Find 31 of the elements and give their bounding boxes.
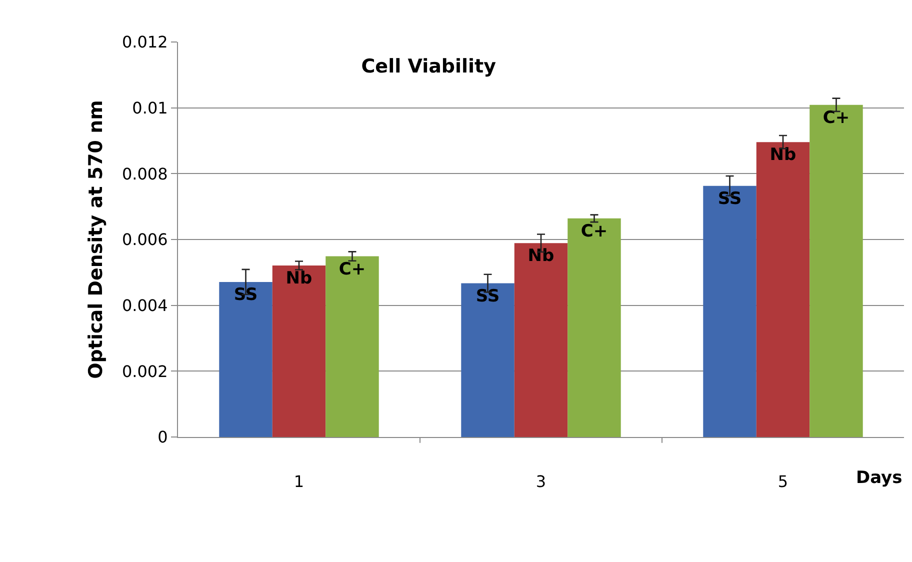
series-label: SS bbox=[234, 284, 258, 305]
text: SS bbox=[476, 286, 500, 306]
bar bbox=[461, 283, 514, 437]
y-tick-label: 0.006 bbox=[122, 230, 168, 250]
bar bbox=[219, 282, 272, 437]
y-tick-label: 0.004 bbox=[122, 296, 168, 315]
bar bbox=[703, 186, 756, 437]
series-label: Nb bbox=[286, 268, 312, 288]
text: Nb bbox=[528, 246, 554, 266]
y-tick-label: 0.012 bbox=[122, 32, 168, 52]
y-axis-title: Optical Density at 570 nm bbox=[84, 100, 107, 379]
bar bbox=[326, 256, 379, 437]
bar bbox=[272, 266, 326, 437]
y-tick-label: 0 bbox=[158, 428, 168, 447]
series-label: C+ bbox=[338, 259, 366, 280]
y-tick-label: 0.008 bbox=[122, 164, 168, 184]
bar bbox=[514, 243, 568, 437]
x-axis-title: Days bbox=[856, 468, 902, 488]
text: C+ bbox=[580, 221, 608, 242]
y-tick-label: 0.01 bbox=[132, 98, 168, 118]
text: Cell Viability bbox=[361, 55, 497, 78]
bar bbox=[810, 104, 863, 437]
x-tick-label: 5 bbox=[778, 472, 788, 492]
text: Nb bbox=[770, 145, 796, 166]
text: SS bbox=[718, 188, 742, 209]
x-tick-label: 3 bbox=[536, 472, 546, 492]
bar bbox=[756, 142, 810, 437]
text: C+ bbox=[822, 108, 850, 128]
bar bbox=[568, 218, 621, 437]
y-tick-label: 0.002 bbox=[122, 362, 168, 381]
x-tick-label: 1 bbox=[294, 472, 304, 492]
